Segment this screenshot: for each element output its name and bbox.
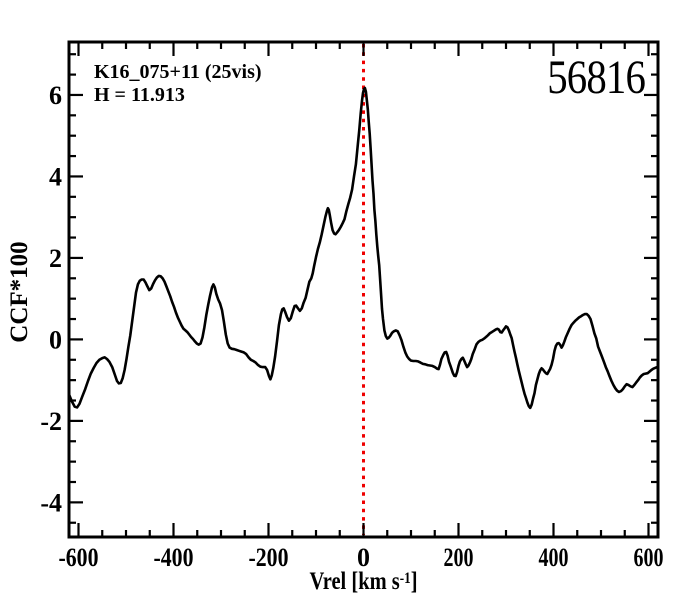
svg-text:600: 600 (634, 543, 664, 572)
x-axis-title: Vrel [km s-1] (122, 568, 605, 596)
svg-text:0: 0 (357, 543, 370, 572)
ccf-curve (67, 86, 660, 410)
x-axis-title-superscript: -1 (399, 570, 411, 587)
x-axis-ticks (77, 42, 650, 537)
svg-text:200: 200 (444, 543, 474, 572)
svg-text:2: 2 (49, 244, 62, 273)
svg-text:4: 4 (49, 162, 62, 191)
svg-text:-600: -600 (59, 543, 99, 572)
plot-frame (67, 40, 660, 539)
svg-text:6: 6 (49, 81, 62, 110)
x-axis-title-close-bracket: ] (410, 568, 418, 595)
x-tick-labels: -600 -400 -200 0 200 400 600 (59, 543, 664, 572)
svg-text:-2: -2 (40, 407, 62, 436)
x-axis-title-text: Vrel [km s (309, 568, 400, 595)
target-name-label: K16_075+11 (25vis) (94, 61, 262, 83)
svg-text:400: 400 (539, 543, 569, 572)
y-tick-labels: -4 -2 0 2 4 6 (40, 81, 62, 517)
mjd-label: 56816 (547, 51, 646, 104)
svg-text:-4: -4 (40, 488, 62, 517)
svg-text:-400: -400 (154, 543, 194, 572)
h-magnitude-label: H = 11.913 (94, 84, 185, 106)
svg-text:0: 0 (49, 325, 62, 354)
svg-text:-200: -200 (249, 543, 289, 572)
y-axis-ticks (69, 53, 658, 524)
y-axis-title: CCF*100 (6, 241, 33, 343)
